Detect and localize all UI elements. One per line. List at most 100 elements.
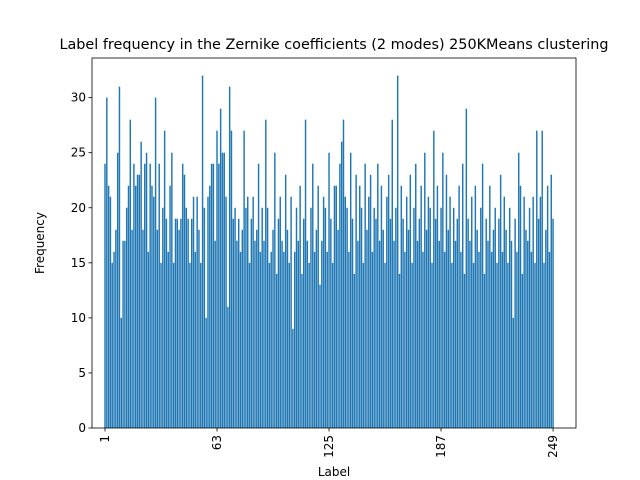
plot-frame [91, 57, 577, 429]
bar [301, 273, 303, 428]
bar [442, 152, 444, 428]
bar [463, 273, 466, 428]
bar [330, 218, 332, 428]
bar [129, 119, 132, 429]
bar [216, 130, 218, 428]
bar [198, 229, 200, 428]
bar [456, 218, 459, 428]
bar [319, 284, 321, 428]
bar [492, 229, 495, 428]
bar [219, 108, 222, 429]
bar [416, 240, 419, 428]
bar [160, 262, 162, 428]
bar [189, 262, 191, 428]
bar [214, 240, 216, 428]
bar [270, 251, 272, 428]
bar [183, 174, 186, 428]
bar [227, 306, 229, 428]
bar [313, 251, 316, 428]
bar [169, 185, 171, 428]
bar [142, 229, 144, 428]
bar [362, 262, 365, 428]
bar [534, 262, 536, 428]
bar [478, 251, 480, 428]
bar [449, 196, 451, 428]
bar [404, 251, 406, 428]
bar [521, 273, 524, 428]
bar [209, 185, 211, 428]
bar [490, 251, 493, 428]
bar [290, 196, 292, 428]
bar [438, 240, 440, 428]
bar [147, 251, 150, 428]
bar [387, 174, 390, 428]
y-tick-label: 20 [71, 201, 86, 215]
bar [207, 196, 209, 428]
bar [391, 119, 393, 429]
bar [118, 86, 121, 428]
bar [178, 229, 180, 428]
bar [532, 196, 534, 428]
bar [348, 251, 350, 428]
x-axis-label: Label [318, 465, 350, 479]
bar [228, 86, 231, 428]
bar [225, 196, 227, 428]
bar [467, 218, 469, 428]
x-tick-label: 187 [434, 435, 448, 458]
bar [250, 218, 253, 428]
bar [395, 207, 397, 428]
bar [144, 163, 146, 428]
bar [364, 163, 366, 428]
bar [106, 97, 108, 429]
bar [221, 152, 224, 428]
bar [393, 240, 395, 428]
bar [187, 218, 189, 428]
bar [145, 152, 148, 428]
bar [297, 240, 300, 428]
bar [239, 251, 242, 428]
x-tick-label: 125 [322, 435, 336, 458]
bar [537, 218, 540, 428]
bar [427, 196, 430, 428]
bar [489, 185, 491, 428]
bar [454, 240, 457, 428]
bar [196, 196, 198, 428]
bar [230, 130, 233, 428]
bar [176, 218, 178, 428]
bar [263, 240, 265, 428]
bar [386, 196, 388, 428]
chart-title: Label frequency in the Zernike coefficie… [59, 37, 608, 53]
bar [153, 196, 155, 428]
bar [543, 262, 545, 428]
bar [349, 152, 352, 428]
bar [371, 251, 374, 428]
bar [138, 174, 141, 428]
bar [527, 240, 529, 428]
bar [237, 218, 240, 428]
bar [418, 218, 421, 428]
bar [111, 262, 113, 428]
bar [508, 207, 511, 428]
bar [310, 207, 312, 428]
bar [402, 218, 404, 428]
bar [256, 229, 258, 428]
bar [191, 218, 193, 428]
bar [331, 262, 334, 428]
bar [396, 75, 399, 428]
bar [234, 207, 236, 428]
bar [429, 207, 431, 428]
bar [452, 207, 455, 428]
bar [335, 185, 337, 428]
bar [266, 207, 269, 428]
y-tick-label: 5 [78, 366, 86, 380]
bar [165, 218, 168, 428]
bar [366, 229, 368, 428]
bar [194, 251, 197, 428]
bar [528, 207, 531, 428]
bar [503, 196, 505, 428]
bar [308, 262, 310, 428]
bar [369, 174, 372, 428]
bar [465, 108, 468, 429]
bar [156, 229, 159, 428]
